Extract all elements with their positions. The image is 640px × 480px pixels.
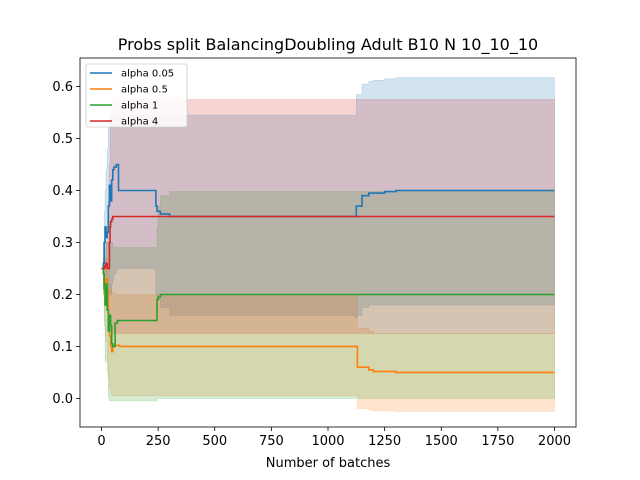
x-tick-label: 1500	[425, 434, 458, 449]
y-axis: 0.0 0.1 0.2 0.3 0.4 0.5 0.6	[52, 80, 80, 407]
series-lines	[101, 163, 555, 374]
line-alpha-1	[101, 267, 555, 348]
x-tick-label: 250	[146, 434, 171, 449]
legend-label-alpha-1: alpha 1	[121, 101, 158, 112]
x-axis: 0 250 500 750 1000 1250 1500 1750 2000	[97, 427, 571, 449]
x-axis-title: Number of batches	[266, 456, 391, 471]
chart-title: Probs split BalancingDoubling Adult B10 …	[118, 35, 538, 55]
y-tick-label: 0.3	[52, 236, 73, 251]
y-tick-label: 0.1	[52, 340, 73, 355]
y-tick-label: 0.5	[52, 132, 73, 147]
y-tick-label: 0.6	[52, 80, 73, 95]
legend-label-alpha-0-05: alpha 0.05	[121, 69, 174, 80]
line-alpha-0-05	[101, 163, 555, 270]
x-tick-label: 2000	[538, 434, 571, 449]
x-tick-label: 1750	[481, 434, 514, 449]
legend-label-alpha-0-5: alpha 0.5	[121, 85, 168, 96]
y-tick-label: 0.0	[52, 392, 73, 407]
line-alpha-4	[101, 215, 555, 270]
y-tick-label: 0.2	[52, 288, 73, 303]
x-tick-label: 1250	[368, 434, 401, 449]
x-tick-label: 500	[202, 434, 227, 449]
legend: alpha 0.05 alpha 0.5 alpha 1 alpha 4	[85, 63, 188, 128]
legend-label-alpha-4: alpha 4	[121, 117, 158, 128]
y-tick-label: 0.4	[52, 184, 73, 199]
x-tick-label: 0	[97, 434, 105, 449]
x-tick-label: 750	[259, 434, 284, 449]
confidence-bands	[101, 77, 555, 412]
x-tick-label: 1000	[311, 434, 344, 449]
legend-box	[85, 63, 188, 128]
